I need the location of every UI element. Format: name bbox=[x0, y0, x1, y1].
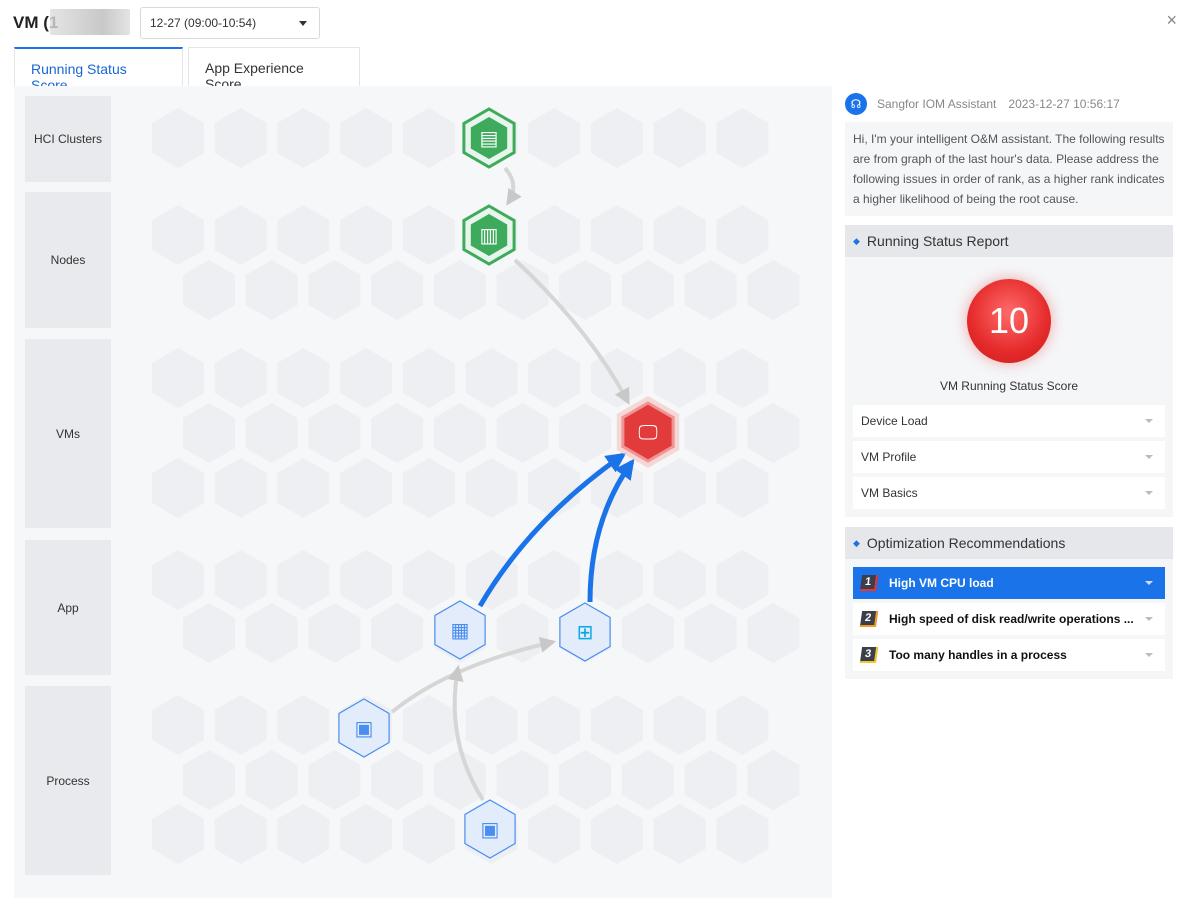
chevron-down-icon bbox=[1145, 455, 1153, 459]
redacted-name bbox=[50, 9, 130, 35]
score-badge: 10 bbox=[967, 279, 1051, 363]
report-item-vm-basics[interactable]: VM Basics bbox=[853, 477, 1165, 509]
section-title: Optimization Recommendations bbox=[866, 535, 1066, 551]
chevron-down-icon bbox=[299, 21, 307, 26]
tab-running-status-score[interactable]: Running Status Score bbox=[14, 47, 183, 93]
running-status-report-header: ◆ Running Status Report bbox=[845, 225, 1173, 257]
rank-badge: 2 bbox=[859, 611, 879, 627]
score-label: VM Running Status Score bbox=[939, 379, 1079, 393]
assistant-name: Sangfor IOM Assistant bbox=[877, 97, 997, 111]
lane-label: App bbox=[25, 540, 111, 675]
optimization-recommendations-header: ◆ Optimization Recommendations bbox=[845, 527, 1173, 559]
lane-vms: VMs bbox=[25, 339, 821, 528]
assistant-timestamp: 2023-12-27 10:56:17 bbox=[1008, 97, 1120, 111]
lane-app: App bbox=[25, 540, 821, 675]
close-icon[interactable]: × bbox=[1166, 10, 1177, 30]
diamond-icon: ◆ bbox=[853, 235, 860, 246]
tab-app-experience-score[interactable]: App Experience Score bbox=[188, 47, 360, 92]
lane-label: VMs bbox=[25, 339, 111, 528]
chevron-down-icon bbox=[1145, 491, 1153, 495]
chevron-down-icon bbox=[1145, 419, 1153, 423]
lane-nodes: Nodes bbox=[25, 192, 821, 328]
lane-label: HCI Clusters bbox=[25, 96, 111, 182]
report-item-device-load[interactable]: Device Load bbox=[853, 405, 1165, 437]
report-item-vm-profile[interactable]: VM Profile bbox=[853, 441, 1165, 473]
assistant-panel: ☊ Sangfor IOM Assistant 2023-12-27 10:56:1… bbox=[845, 86, 1173, 679]
headset-icon: ☊ bbox=[845, 93, 867, 115]
lane-label: Process bbox=[25, 686, 111, 875]
recommendation-3[interactable]: 3 Too many handles in a process bbox=[853, 639, 1165, 671]
chevron-down-icon bbox=[1145, 617, 1153, 621]
chevron-down-icon bbox=[1145, 653, 1153, 657]
rank-badge: 1 bbox=[859, 575, 879, 591]
chevron-down-icon bbox=[1145, 581, 1153, 585]
lane-hci-clusters: HCI Clusters bbox=[25, 96, 821, 182]
topology-panel: HCI Clusters Nodes VMs App Process bbox=[14, 86, 832, 898]
lane-label: Nodes bbox=[25, 192, 111, 328]
rank-badge: 3 bbox=[859, 647, 879, 663]
time-range-value: 12-27 (09:00-10:54) bbox=[150, 16, 257, 30]
time-range-select[interactable]: 12-27 (09:00-10:54) bbox=[140, 7, 320, 39]
vm-title: VM (1 bbox=[13, 13, 59, 32]
diamond-icon: ◆ bbox=[853, 537, 860, 548]
assistant-message: Hi, I'm your intelligent O&M assistant. … bbox=[845, 122, 1173, 216]
recommendation-2[interactable]: 2 High speed of disk read/write operation… bbox=[853, 603, 1165, 635]
section-title: Running Status Report bbox=[866, 233, 1009, 249]
lane-process: Process bbox=[25, 686, 821, 875]
recommendation-1[interactable]: 1 High VM CPU load bbox=[853, 567, 1165, 599]
